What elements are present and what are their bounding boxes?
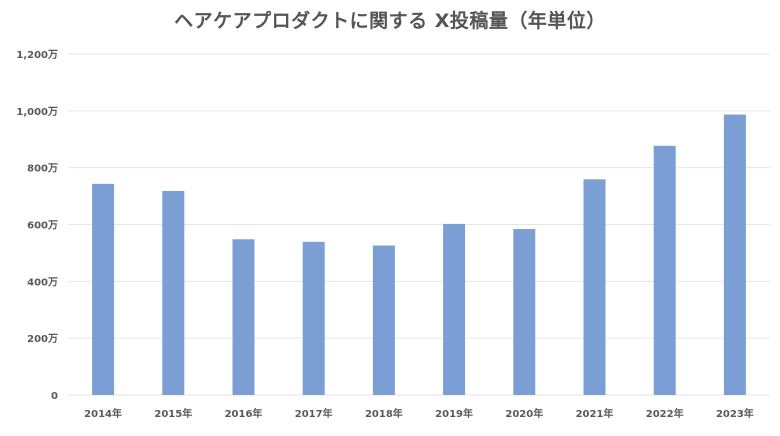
x-tick-label: 2017年: [295, 407, 333, 420]
y-tick-label: 1,200万: [16, 49, 58, 61]
bar-2021年: [583, 179, 606, 395]
x-tick-label: 2016年: [225, 407, 263, 420]
x-axis-ticks: 2014年 2015年 2016年 2017年 2018年 2019年 2020年 2021年…: [84, 407, 754, 420]
y-tick-label: 800万: [27, 163, 58, 175]
bar-2020年: [513, 229, 536, 395]
bar-2014年: [92, 183, 115, 395]
y-tick-label: 400万: [27, 276, 58, 288]
bars: [92, 114, 746, 395]
y-tick-label: 0: [51, 391, 58, 402]
x-tick-label: 2022年: [646, 407, 684, 420]
x-tick-label: 2014年: [84, 407, 122, 420]
x-tick-label: 2019年: [435, 407, 473, 420]
bar-2022年: [653, 145, 676, 395]
chart-title: ヘアケアプロダクトに関する X投稿量（年単位）: [174, 10, 606, 32]
bar-2015年: [162, 190, 185, 395]
bar-2023年: [723, 114, 746, 395]
x-tick-label: 2021年: [576, 407, 614, 420]
y-axis-ticks: 0 200万 400万 600万 800万 1,000万 1,200万: [16, 49, 58, 402]
bar-2019年: [443, 223, 466, 395]
y-tick-label: 600万: [27, 220, 58, 232]
y-tick-label: 1,000万: [16, 106, 58, 118]
x-tick-label: 2015年: [154, 407, 192, 420]
x-tick-label: 2023年: [716, 407, 754, 420]
bar-2018年: [372, 245, 395, 395]
y-tick-label: 200万: [27, 333, 58, 345]
bar-2017年: [302, 241, 325, 395]
x-tick-label: 2018年: [365, 407, 403, 420]
gridlines: [68, 53, 770, 396]
x-tick-label: 2020年: [505, 407, 543, 420]
bar-2016年: [232, 239, 255, 395]
